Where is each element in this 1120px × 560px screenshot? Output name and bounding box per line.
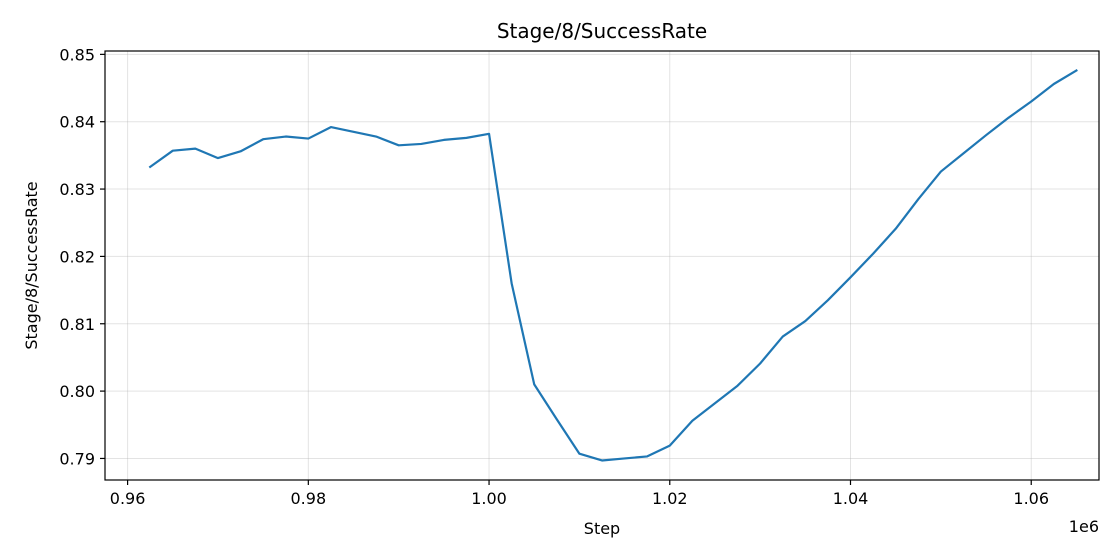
x-tick-label: 1.02 xyxy=(652,489,688,508)
x-tick-label: 1.06 xyxy=(1013,489,1049,508)
x-tick-label: 0.98 xyxy=(291,489,327,508)
x-axis-offset-label: 1e6 xyxy=(1069,517,1099,536)
x-tick-label: 1.00 xyxy=(471,489,507,508)
plot-frame xyxy=(104,50,1100,481)
grid-layer xyxy=(105,51,1099,480)
y-tick-label: 0.82 xyxy=(59,247,95,266)
y-tick-label: 0.81 xyxy=(59,315,95,334)
tick-layer: 0.96 0.98 1.00 1.02 1.04 1.06 0.79 0.80 0.81 0.82… xyxy=(59,45,1049,508)
y-tick-label: 0.83 xyxy=(59,180,95,199)
y-axis-label: Stage/8/SuccessRate xyxy=(22,181,41,349)
x-tick-label: 0.96 xyxy=(110,489,146,508)
x-axis-label: Step xyxy=(584,519,620,538)
x-tick-label: 1.04 xyxy=(833,489,869,508)
series-layer xyxy=(148,69,1078,462)
chart-title: Stage/8/SuccessRate xyxy=(497,19,707,43)
series-line xyxy=(148,69,1078,462)
y-tick-label: 0.85 xyxy=(59,45,95,64)
y-tick-label: 0.80 xyxy=(59,382,95,401)
y-tick-label: 0.79 xyxy=(59,449,95,468)
y-tick-label: 0.84 xyxy=(59,113,95,132)
